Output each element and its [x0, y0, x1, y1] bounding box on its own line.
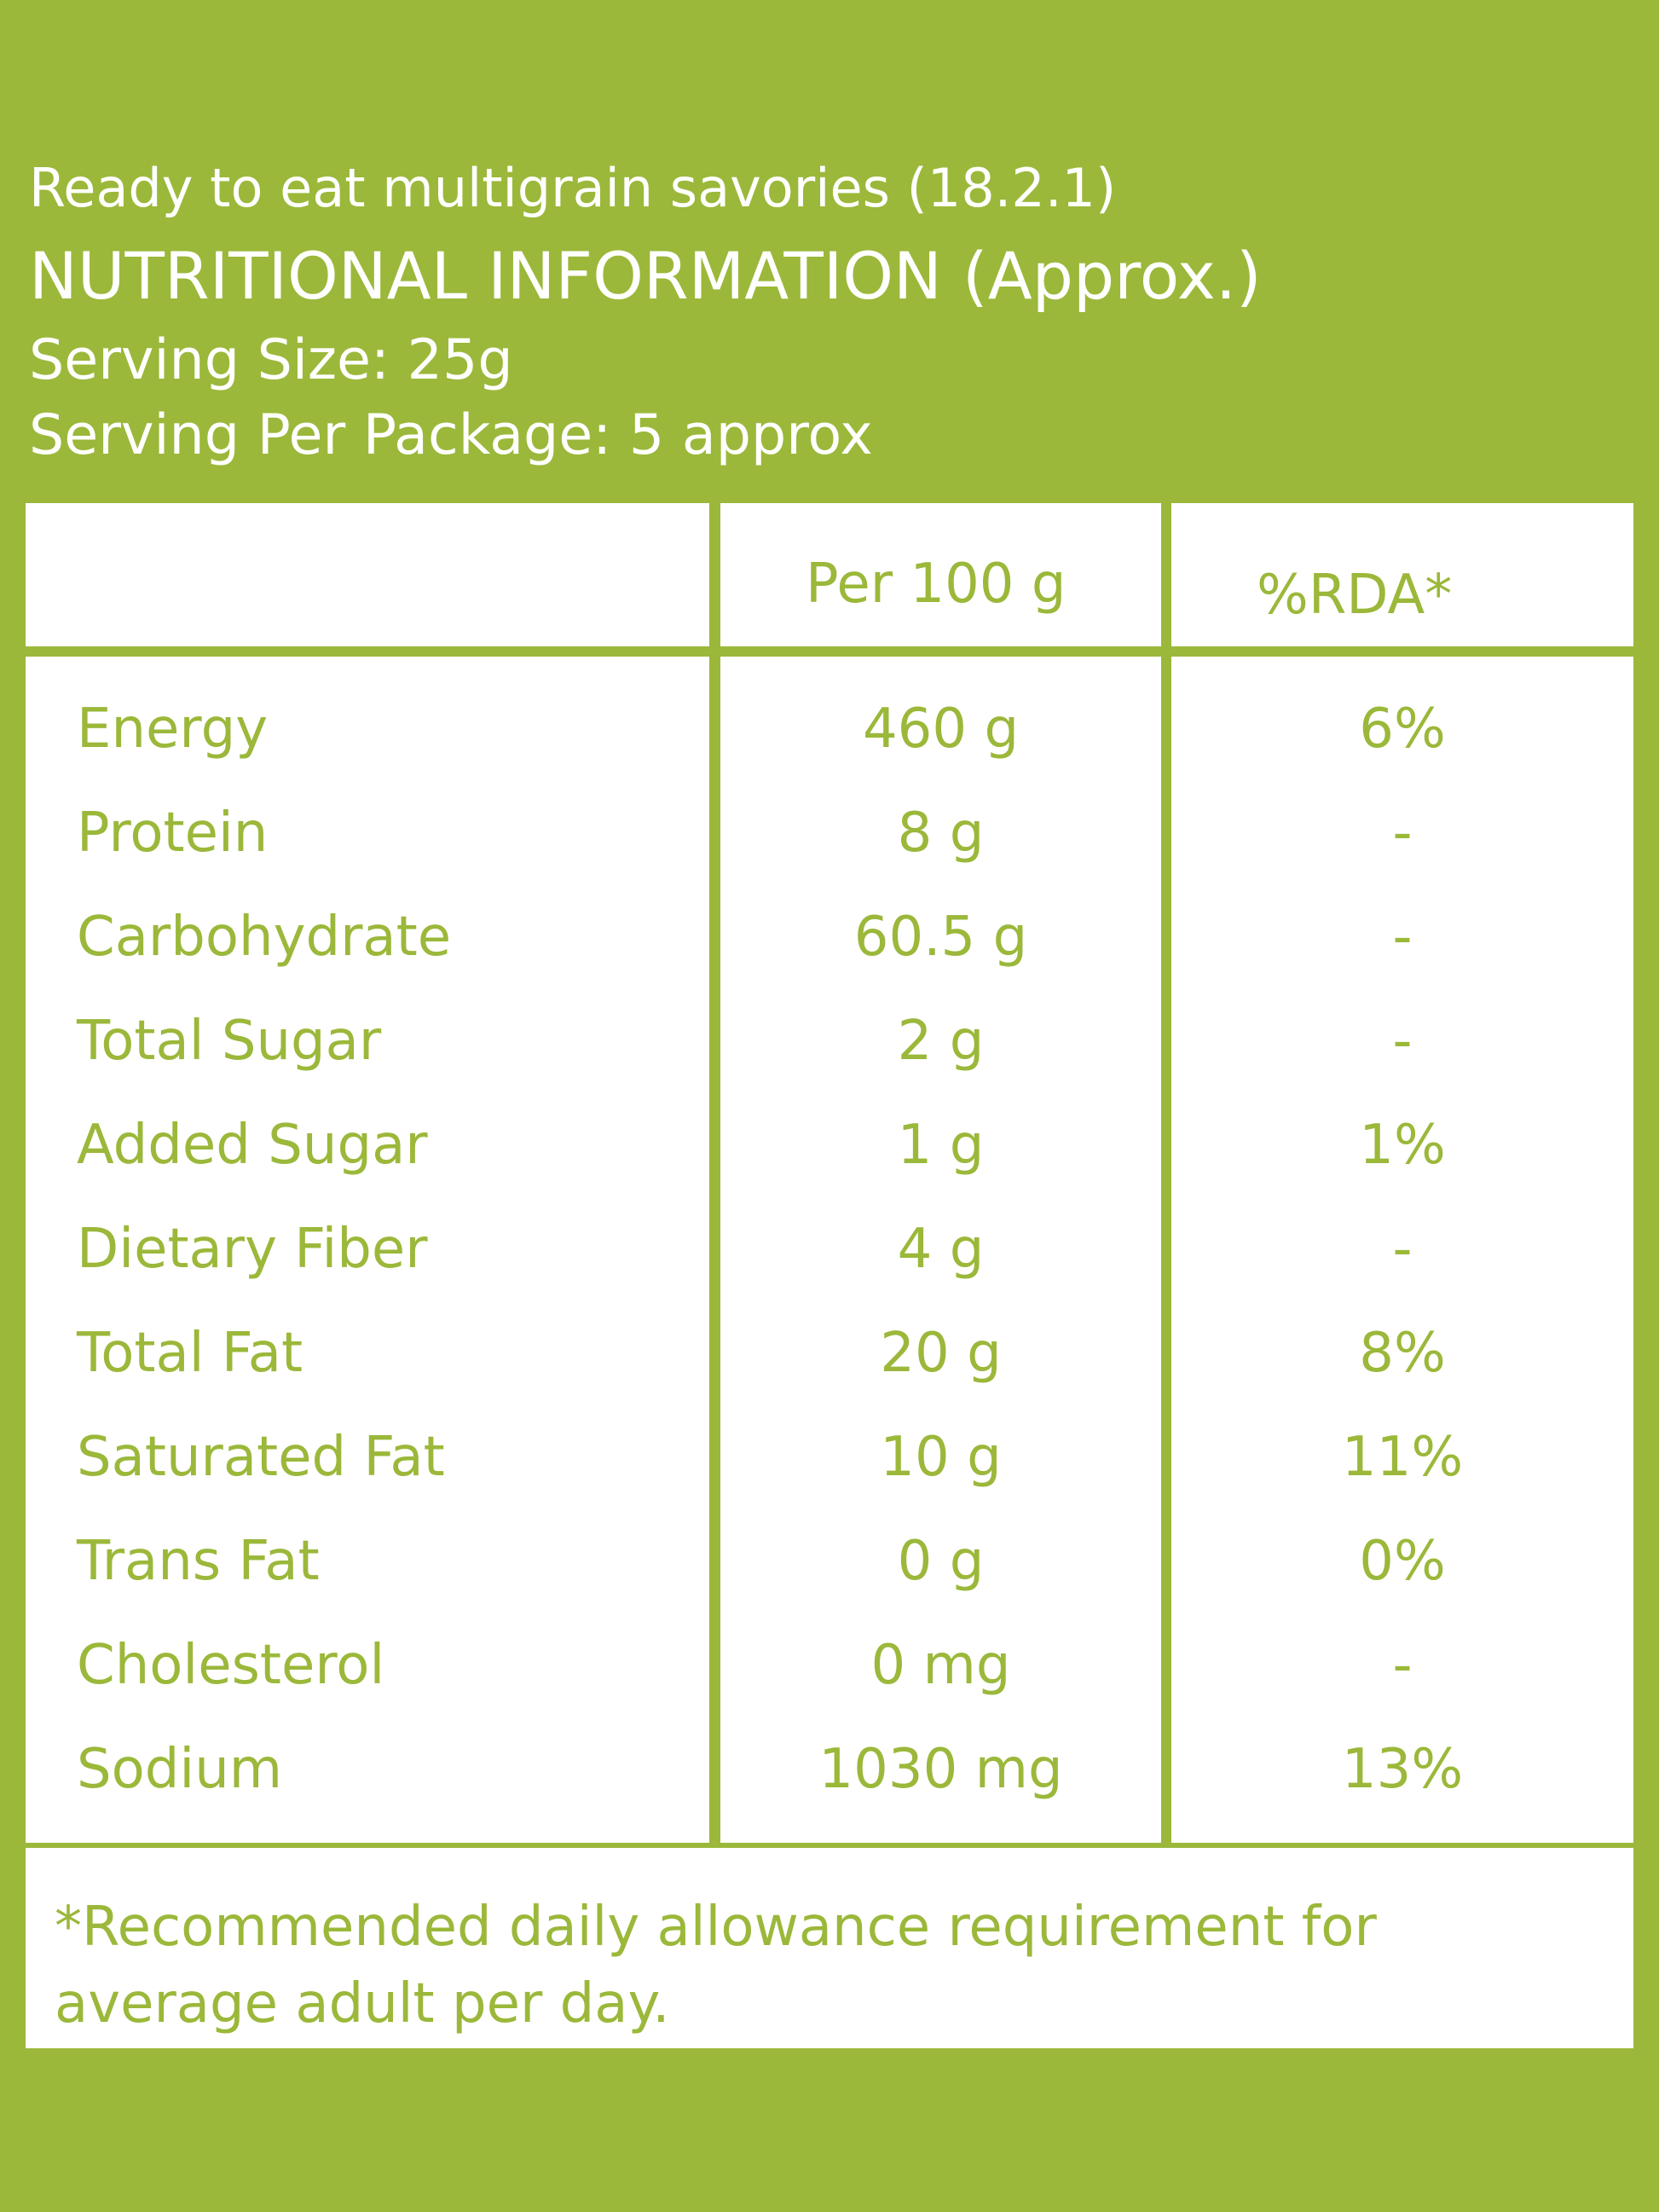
- nutrient-name: Cholesterol: [77, 1634, 385, 1697]
- nutrient-per-100g: 460 g: [862, 698, 1020, 761]
- header-cell-per-100g: Per 100 g: [720, 503, 1161, 646]
- nutrient-name: Energy: [77, 698, 269, 761]
- footnote-panel: *Recommended daily allowance requirement…: [26, 1848, 1633, 2048]
- header-cell-nutrient: [26, 503, 709, 646]
- footnote: *Recommended daily allowance requirement…: [55, 1896, 1377, 2035]
- body-cell-rda: 6% - - - 1% - 8% 11% 0% - 13%: [1171, 657, 1633, 1843]
- nutrient-name: Total Fat: [77, 1322, 303, 1385]
- nutrient-rda: 8%: [1359, 1322, 1446, 1385]
- nutrient-name: Total Sugar: [77, 1010, 382, 1073]
- nutrient-rda: -: [1392, 1010, 1413, 1073]
- nutrient-per-100g: 0 mg: [870, 1634, 1011, 1697]
- nutrient-rda: 1%: [1359, 1114, 1446, 1177]
- nutrient-rda: 6%: [1359, 698, 1446, 761]
- nutrient-name: Dietary Fiber: [77, 1218, 428, 1281]
- header-cell-rda: %RDA*: [1171, 503, 1633, 646]
- nutrient-per-100g: 8 g: [897, 802, 985, 865]
- product-name: Ready to eat multigrain savories (18.2.1…: [29, 157, 1117, 219]
- serving-per-package: Serving Per Package: 5 approx: [29, 403, 873, 467]
- nutrient-name: Saturated Fat: [77, 1426, 445, 1489]
- nutrient-per-100g: 1 g: [897, 1114, 985, 1177]
- body-cell-per-100g: 460 g 8 g 60.5 g 2 g 1 g 4 g 20 g 10 g 0 g 0 mg 10…: [720, 657, 1161, 1843]
- nutrient-rda: 0%: [1359, 1530, 1446, 1593]
- nutrient-rda: -: [1392, 906, 1413, 969]
- nutrient-per-100g: 4 g: [897, 1218, 985, 1281]
- nutrient-name: Sodium: [77, 1738, 283, 1801]
- nutrient-rda: 13%: [1341, 1738, 1464, 1801]
- column-header-rda: %RDA*: [1257, 564, 1453, 627]
- serving-size: Serving Size: 25g: [29, 328, 513, 392]
- body-cell-nutrients: Energy Protein Carbohydrate Total Sugar Adde…: [26, 657, 709, 1843]
- page-title: NUTRITIONAL INFORMATION (Approx.): [29, 238, 1262, 314]
- nutrient-per-100g: 10 g: [880, 1426, 1002, 1489]
- nutrient-name: Carbohydrate: [77, 906, 452, 969]
- nutrient-per-100g: 60.5 g: [853, 906, 1028, 969]
- nutrient-rda: -: [1392, 1634, 1413, 1697]
- nutrient-name: Added Sugar: [77, 1114, 428, 1177]
- nutrient-name: Protein: [77, 802, 269, 865]
- column-header-per-100g: Per 100 g: [806, 553, 1066, 616]
- nutrient-rda: -: [1392, 1218, 1413, 1281]
- nutrient-per-100g: 0 g: [897, 1530, 985, 1593]
- nutrient-name: Trans Fat: [77, 1530, 320, 1593]
- nutrient-per-100g: 1030 mg: [818, 1738, 1063, 1801]
- nutrient-per-100g: 20 g: [880, 1322, 1002, 1385]
- nutrient-rda: 11%: [1341, 1426, 1464, 1489]
- nutrition-table: Per 100 g %RDA* Energy Protein Carbohydrat…: [26, 503, 1633, 1843]
- nutrient-per-100g: 2 g: [897, 1010, 985, 1073]
- nutrient-rda: -: [1392, 802, 1413, 865]
